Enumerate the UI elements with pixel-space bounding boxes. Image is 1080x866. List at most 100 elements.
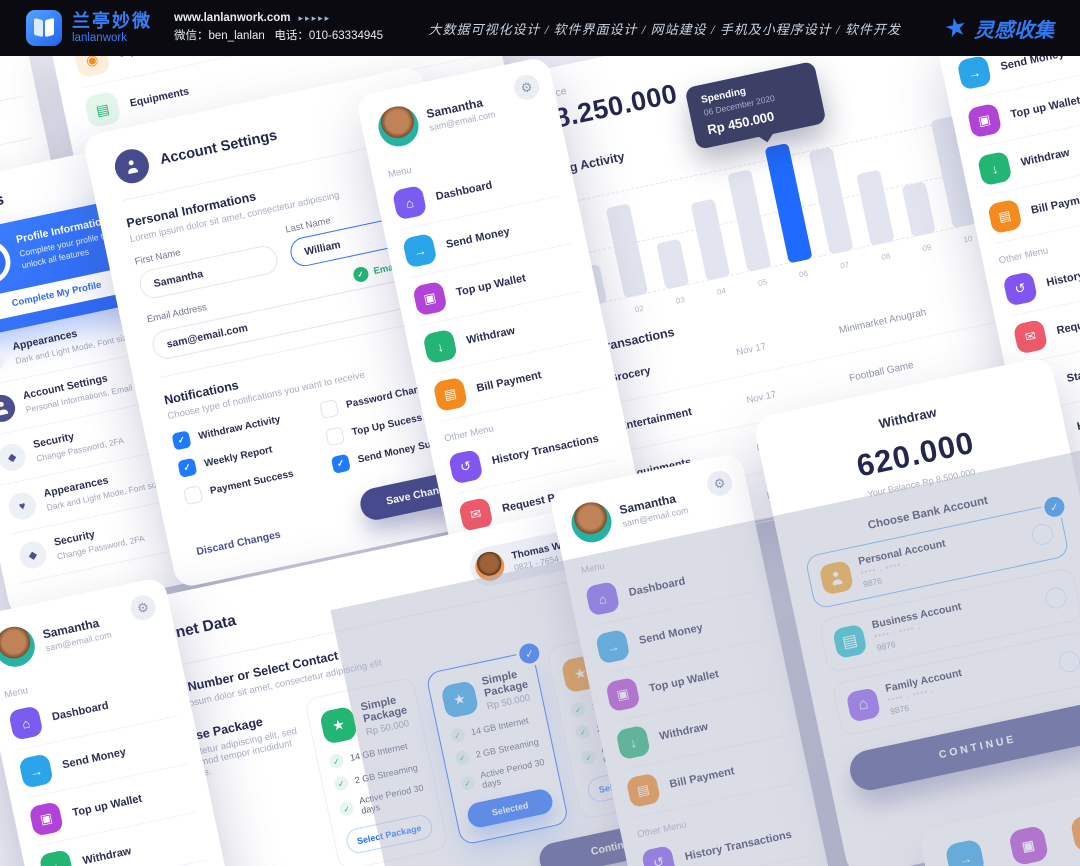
package-card[interactable]: ★ Simple Package Rp 50.000 ✓ 14 GB Intern… bbox=[303, 676, 449, 866]
bank-account-personal[interactable]: ✓ Personal Account **** - **** - 9876 bbox=[804, 491, 1070, 610]
check-icon: ✓ bbox=[453, 749, 471, 767]
sidebar-item-label: Request Payment bbox=[1055, 306, 1080, 338]
tx-date: Nov 17 bbox=[735, 340, 768, 358]
send-money-icon: → bbox=[18, 753, 54, 789]
check-icon: ✓ bbox=[332, 775, 350, 792]
x-tick-label: 04 bbox=[716, 286, 727, 297]
collect-label: 灵感收集 bbox=[974, 19, 1054, 42]
sidebar: Samantha sam@email.com ⚙ Menu ⌂ Dashboard… bbox=[548, 451, 860, 866]
bill-payment-icon: ▤ bbox=[432, 376, 469, 413]
send-money-icon: → bbox=[956, 56, 993, 91]
brand-logo[interactable]: 兰亭妙微 lanlanwork bbox=[26, 10, 152, 46]
selected-button[interactable]: Selected bbox=[465, 787, 556, 830]
x-tick-label: 03 bbox=[675, 294, 686, 306]
continue-button[interactable]: Continue bbox=[536, 815, 691, 866]
collect-badge[interactable]: ★ 灵感收集 bbox=[943, 13, 1054, 43]
select-package-button[interactable]: Select Package bbox=[344, 812, 435, 856]
sidebar-item-label: Bill Payment bbox=[1030, 191, 1080, 217]
sidebar-item-request-payment[interactable]: ✉Request Payment bbox=[649, 856, 820, 866]
gear-icon[interactable]: ⚙ bbox=[511, 72, 542, 103]
account-masked: **** - **** - bbox=[887, 686, 936, 706]
discard-changes-link[interactable]: Discard Changes bbox=[195, 528, 282, 559]
sidebar-item-dashboard[interactable]: ⌂ Dashboard bbox=[582, 544, 754, 627]
check-icon: ✓ bbox=[1038, 491, 1070, 523]
topup-wallet-icon: ▣ bbox=[28, 801, 65, 837]
lock-icon: ◆ bbox=[0, 441, 28, 474]
spending-bar-05[interactable] bbox=[727, 169, 772, 273]
x-tick-label: 05 bbox=[757, 277, 768, 289]
package-price: Rp 50.000 bbox=[485, 692, 532, 713]
continue-button[interactable]: CONTINUE bbox=[846, 700, 1080, 794]
package-price: Rp 50.000 bbox=[365, 718, 411, 739]
star-icon: ★ bbox=[943, 13, 969, 42]
spending-bar-04[interactable] bbox=[690, 198, 731, 281]
spending-bar-08[interactable] bbox=[856, 169, 895, 246]
sidebar-item-history[interactable]: ↺ History Transactions bbox=[639, 808, 810, 866]
bank-account-business[interactable]: ▤ Business Account **** - **** - 9876 bbox=[817, 566, 1080, 674]
option-label: Weekly Report bbox=[203, 444, 274, 470]
bank-account-family[interactable]: ⌂ Family Account **** - **** - 9876 bbox=[831, 630, 1080, 737]
history-icon: ↺ bbox=[640, 845, 677, 866]
help-icon: ? bbox=[478, 592, 515, 629]
package-card[interactable]: ★ Simple Package Rp 50.000 ✓ 14 GB Intern… bbox=[545, 624, 691, 821]
bill-payment-icon: ▤ bbox=[625, 772, 662, 809]
lock-icon: ◆ bbox=[16, 539, 49, 572]
spending-bar-02[interactable] bbox=[605, 203, 649, 299]
radio-button[interactable] bbox=[1029, 521, 1055, 547]
book-logo-icon bbox=[26, 10, 62, 46]
radio-button[interactable] bbox=[1043, 585, 1069, 611]
person-icon bbox=[0, 392, 18, 425]
sidebar-item-send-money[interactable]: → Send Money bbox=[593, 592, 764, 675]
topup-wallet-icon: ▣ bbox=[412, 280, 448, 317]
topup-action[interactable]: ▣ Top-up bbox=[1007, 824, 1064, 866]
feature-label: Active Period 30 days bbox=[479, 756, 546, 791]
sidebar-item-label: Bill Payment bbox=[475, 369, 543, 395]
checkbox[interactable] bbox=[324, 426, 346, 447]
sidebar-item-withdraw[interactable]: ↓ Withdraw bbox=[613, 688, 785, 771]
feature-label: 14 GB Internet bbox=[590, 689, 651, 712]
checkbox[interactable] bbox=[183, 485, 204, 506]
website-link[interactable]: www.lanlanwork.com bbox=[174, 12, 291, 25]
transfer-action[interactable]: → Transfer bbox=[943, 838, 1003, 866]
option-label: Withdraw Activity bbox=[197, 414, 282, 443]
phone-label: 电话：010-63334945 bbox=[274, 30, 384, 42]
person-icon bbox=[818, 559, 855, 596]
tx-category: Entertainment bbox=[618, 405, 694, 434]
checkbox-checked[interactable]: ✓ bbox=[171, 430, 192, 451]
radio-button[interactable] bbox=[1056, 648, 1080, 674]
pay-action[interactable]: ▤ bbox=[1069, 811, 1080, 866]
checkbox[interactable] bbox=[319, 398, 340, 420]
spending-bar-03[interactable] bbox=[656, 238, 690, 290]
topup-wallet-icon: ▣ bbox=[605, 676, 641, 713]
gear-icon[interactable]: ⚙ bbox=[704, 468, 735, 499]
feature-label: Active Period 30 days bbox=[358, 782, 425, 816]
account-last4: 9876 bbox=[889, 702, 910, 717]
gear-icon[interactable]: ⚙ bbox=[128, 592, 158, 623]
star-icon: ★ bbox=[560, 654, 601, 694]
select-package-button[interactable]: Select Package bbox=[586, 761, 676, 804]
feature-label: Active Period 30 days bbox=[600, 731, 667, 765]
sidebar-item-bill-payment[interactable]: ▤Bill Payment bbox=[623, 735, 795, 818]
transaction-category: Equipments bbox=[118, 56, 179, 60]
text-fragment: ment bbox=[0, 56, 14, 80]
spending-bar-07[interactable] bbox=[808, 146, 854, 255]
person-icon bbox=[111, 146, 153, 187]
dashboard-icon: ⌂ bbox=[391, 184, 428, 221]
sidebar-item-label: Withdraw bbox=[1019, 146, 1071, 169]
package-price: Rp 50.000 bbox=[606, 666, 653, 687]
spending-bar-09[interactable] bbox=[901, 181, 936, 238]
spending-bar-06[interactable] bbox=[764, 142, 813, 264]
history-icon: ↺ bbox=[1002, 271, 1039, 307]
sidebar-item-label: Bill Payment bbox=[668, 765, 736, 791]
heart-icon: ♥ bbox=[6, 490, 39, 523]
x-tick-label: 07 bbox=[839, 260, 851, 271]
sidebar-item-topup-wallet[interactable]: ▣ Top up Wallet bbox=[603, 640, 774, 723]
card-title: Account Settings bbox=[158, 127, 279, 169]
checkbox-checked[interactable]: ✓ bbox=[177, 457, 198, 478]
sidebar-item-label: Top up Wallet bbox=[1009, 94, 1080, 121]
checkbox-checked[interactable]: ✓ bbox=[330, 453, 351, 474]
feature-label: 14 GB Internet bbox=[470, 715, 530, 738]
sidebar-item-label: Withdraw bbox=[81, 845, 133, 866]
arrows-icon: ▸▸▸▸▸ bbox=[298, 13, 332, 24]
package-card-selected[interactable]: ✓ ★ Simple Package Rp 50.000 ✓ 14 GB Inte… bbox=[424, 638, 570, 846]
